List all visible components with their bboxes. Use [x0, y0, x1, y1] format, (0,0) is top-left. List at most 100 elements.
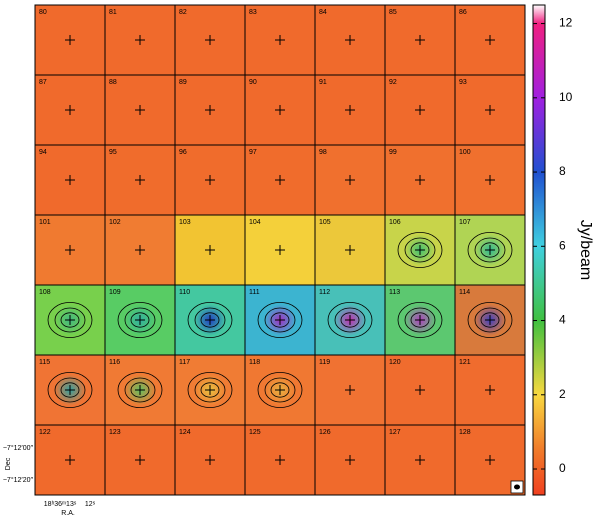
contour: [340, 312, 360, 328]
channel-label: 97: [249, 149, 257, 156]
channel-label: 90: [249, 79, 257, 86]
contour: [270, 382, 290, 398]
channel-label: 116: [109, 359, 120, 366]
channel-label: 85: [389, 9, 397, 16]
contour: [187, 301, 233, 338]
channel-label: 109: [109, 289, 121, 296]
contour: [474, 237, 506, 263]
contour: [397, 301, 443, 338]
channel-label: 123: [109, 429, 121, 436]
contour: [480, 312, 500, 328]
channel-label: 82: [179, 9, 187, 16]
contour: [47, 371, 93, 408]
colorbar-tick-label: 8: [559, 164, 566, 178]
contour: [117, 371, 163, 408]
channel-label: 94: [39, 149, 47, 156]
channel-label: 98: [319, 149, 327, 156]
contour: [410, 242, 430, 258]
contour: [194, 377, 226, 403]
contour: [404, 307, 436, 333]
contour: [60, 382, 80, 398]
channel-label: 118: [249, 359, 260, 366]
channel-label: 112: [319, 289, 330, 296]
colorbar-tick-label: 10: [559, 90, 573, 104]
colorbar-tick-label: 2: [559, 387, 566, 401]
channel-label: 93: [459, 79, 467, 86]
channel-label: 86: [459, 9, 467, 16]
channel-label: 111: [249, 289, 260, 296]
channel-label: 128: [459, 429, 471, 436]
contour: [467, 231, 513, 268]
channel-label: 99: [389, 149, 397, 156]
channel-label: 96: [179, 149, 187, 156]
channel-label: 120: [389, 359, 401, 366]
contour: [467, 301, 513, 338]
contour: [397, 231, 443, 268]
channel-label: 83: [249, 9, 257, 16]
contour: [200, 382, 220, 398]
channel-label: 80: [39, 9, 47, 16]
contour: [404, 237, 436, 263]
contour: [124, 307, 156, 333]
contour: [334, 307, 366, 333]
contour: [54, 307, 86, 333]
channel-label: 117: [179, 359, 190, 366]
colorbar: [532, 4, 546, 496]
channel-label: 81: [109, 9, 117, 16]
contour: [410, 312, 430, 328]
y-tick-label: −7°12′00″: [3, 444, 34, 452]
colorbar-tick-label: 4: [559, 313, 566, 327]
channel-label: 84: [319, 9, 327, 16]
channel-label: 104: [249, 219, 261, 226]
channel-label: 101: [39, 219, 51, 226]
colorbar-tick-label: 12: [559, 16, 573, 30]
channel-label: 119: [319, 359, 330, 366]
contour: [130, 382, 150, 398]
contour: [257, 301, 303, 338]
channel-label: 87: [39, 79, 47, 86]
beam: [514, 484, 520, 490]
channel-label: 121: [459, 359, 471, 366]
contour: [264, 377, 296, 403]
channel-label: 114: [459, 289, 470, 296]
contour: [47, 301, 93, 338]
y-axis-label: Dec: [5, 457, 12, 470]
channel-label: 127: [389, 429, 401, 436]
contour: [187, 371, 233, 408]
contour: [200, 312, 220, 328]
colorbar-label: Jy/beam: [577, 220, 594, 280]
contour: [124, 377, 156, 403]
channel-label: 115: [39, 359, 50, 366]
x-tick-label: 18ʰ36ᵐ13ˢ: [44, 501, 77, 508]
contour: [480, 242, 500, 258]
channel-label: 122: [39, 429, 51, 436]
channel-label: 95: [109, 149, 117, 156]
channel-label: 88: [109, 79, 117, 86]
contour: [474, 307, 506, 333]
channel-label: 105: [319, 219, 331, 226]
contour: [60, 312, 80, 328]
contour: [264, 307, 296, 333]
channel-label: 89: [179, 79, 187, 86]
channel-label: 124: [179, 429, 191, 436]
y-tick-label: −7°12′20″: [3, 476, 34, 484]
channel-label: 92: [389, 79, 397, 86]
colorbar-tick-label: 0: [559, 461, 566, 475]
contour: [54, 377, 86, 403]
channel-panel: [384, 214, 456, 286]
contour: [327, 301, 373, 338]
channel-label: 103: [179, 219, 191, 226]
channel-label: 126: [319, 429, 331, 436]
contour: [130, 312, 150, 328]
contour: [194, 307, 226, 333]
channel-label: 108: [39, 289, 51, 296]
contour: [117, 301, 163, 338]
panel-grid: 80 81 82 83 84 85 86 87 88 89 90 91 92 93 94 95 96 97 98 99…: [34, 4, 526, 496]
colorbar-tick-label: 6: [559, 238, 566, 252]
channel-label: 125: [249, 429, 261, 436]
channel-label: 110: [179, 289, 190, 296]
channel-label: 91: [319, 79, 327, 86]
x-axis-label: R.A.: [61, 510, 75, 517]
x-tick-label: 12ˢ: [85, 501, 96, 508]
